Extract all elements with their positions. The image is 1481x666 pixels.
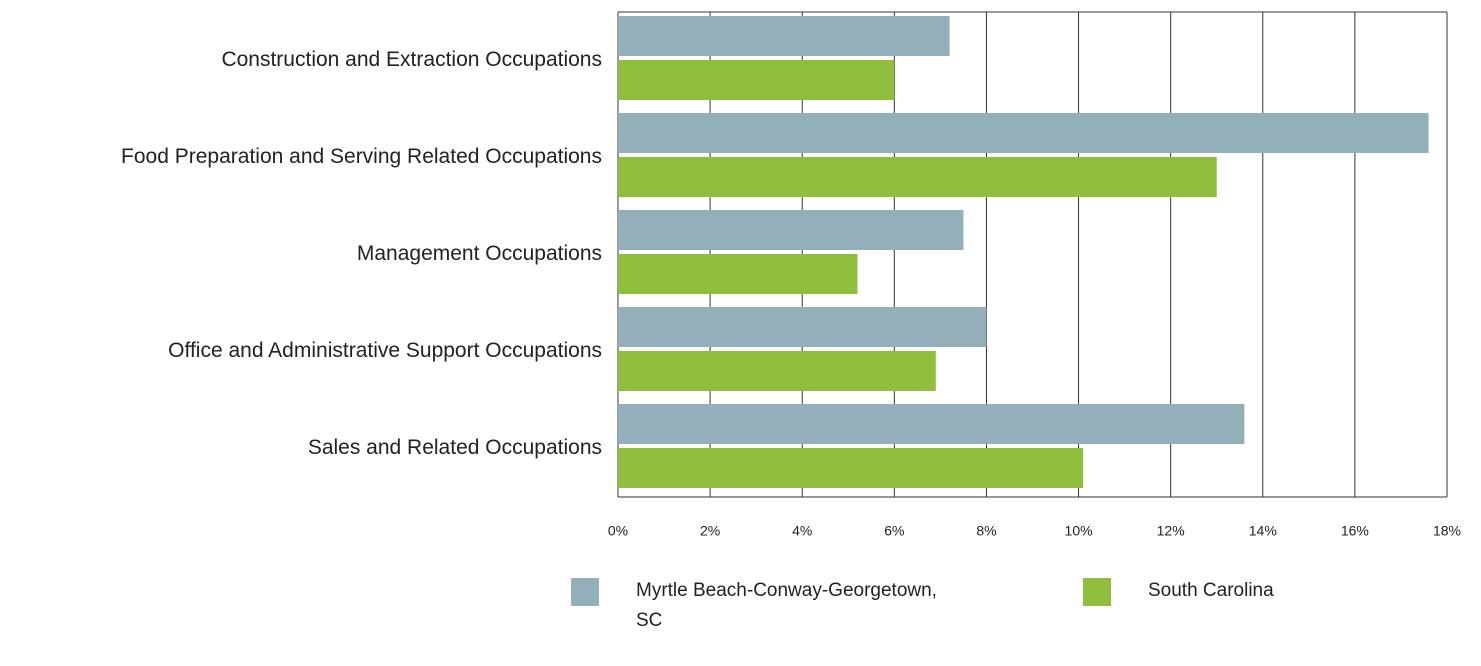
bar xyxy=(618,210,964,250)
x-tick-label: 16% xyxy=(1341,523,1369,539)
x-tick-label: 8% xyxy=(976,523,996,539)
x-tick-label: 12% xyxy=(1157,523,1185,539)
x-tick-label: 6% xyxy=(884,523,904,539)
bar xyxy=(618,60,895,100)
x-tick-label: 0% xyxy=(608,523,628,539)
y-tick-label: Construction and Extraction Occupations xyxy=(221,48,602,71)
y-tick-label: Food Preparation and Serving Related Occ… xyxy=(121,145,602,168)
legend-item: South Carolina xyxy=(1083,578,1468,606)
x-tick-label: 2% xyxy=(700,523,720,539)
legend-label: South Carolina xyxy=(1148,580,1274,601)
legend-label: Myrtle Beach-Conway-Georgetown, SC xyxy=(636,580,937,631)
bar xyxy=(618,404,1245,444)
legend-swatch xyxy=(1083,578,1111,606)
x-tick-label: 10% xyxy=(1065,523,1093,539)
y-tick-label: Office and Administrative Support Occupa… xyxy=(168,339,602,362)
legend-swatch xyxy=(571,578,599,606)
bar xyxy=(618,351,936,391)
x-tick-label: 4% xyxy=(792,523,812,539)
legend-item: Myrtle Beach-Conway-Georgetown, SC xyxy=(571,578,956,636)
y-tick-label: Sales and Related Occupations xyxy=(308,436,602,459)
bar xyxy=(618,307,987,347)
bar xyxy=(618,254,858,294)
x-tick-label: 18% xyxy=(1433,523,1461,539)
bar xyxy=(618,113,1429,153)
bar xyxy=(618,157,1217,197)
bar xyxy=(618,448,1084,488)
bar xyxy=(618,16,950,56)
y-tick-label: Management Occupations xyxy=(357,242,602,265)
x-tick-label: 14% xyxy=(1249,523,1277,539)
